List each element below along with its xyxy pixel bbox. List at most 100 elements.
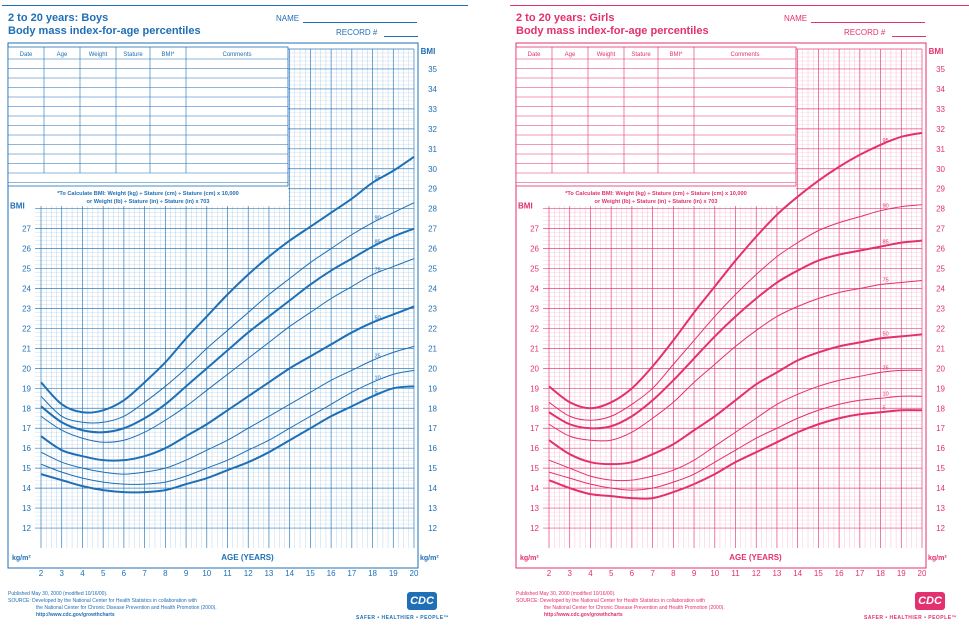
y-tick-label-right: 19	[936, 384, 945, 393]
y-tick-label-right: 29	[428, 185, 437, 194]
record-label: RECORD #	[844, 28, 886, 37]
x-tick-label: 15	[306, 569, 315, 578]
percentile-curve-85	[548, 239, 923, 430]
record-field-line	[384, 36, 418, 37]
chart-title: 2 to 20 years: Boys	[8, 12, 109, 24]
x-tick-label: 4	[80, 569, 85, 578]
y-tick-label-right: 16	[428, 444, 437, 453]
percentile-label-50: 50	[375, 315, 381, 321]
y-tick-label-right: 20	[428, 364, 437, 373]
y-tick-label-right: 32	[428, 125, 437, 134]
source-line-2: the National Center for Chronic Disease …	[36, 605, 217, 611]
x-tick-label: 4	[588, 569, 593, 578]
percentile-curve-10	[548, 395, 923, 491]
y-tick-label-right: 25	[936, 265, 945, 274]
x-tick-label: 6	[630, 569, 635, 578]
percentile-curve-75	[548, 280, 923, 442]
x-tick-label: 18	[368, 569, 377, 578]
cdc-logo: CDC	[915, 592, 945, 610]
y-tick-label-left: 25	[22, 265, 31, 274]
percentile-label-90: 90	[883, 204, 889, 210]
bmi-formula-line-1: *To Calculate BMI: Weight (kg) ÷ Stature…	[565, 191, 747, 197]
table-header: BMI*	[669, 52, 683, 58]
plot-frame	[515, 42, 927, 569]
top-rule	[510, 5, 969, 6]
percentile-label-90: 90	[375, 216, 381, 222]
percentile-curve-90	[40, 202, 415, 424]
published-note: Published May 30, 2000 (modified 10/16/0…	[8, 591, 108, 597]
x-tick-label: 12	[244, 569, 253, 578]
x-tick-label: 5	[609, 569, 614, 578]
y-tick-label-right: 19	[428, 384, 437, 393]
name-label: NAME	[784, 14, 808, 23]
y-tick-label-left: 16	[530, 444, 539, 453]
record-label: RECORD #	[336, 28, 378, 37]
percentile-curve-85	[40, 227, 415, 434]
percentile-label-95: 95	[375, 176, 381, 182]
x-tick-label: 2	[39, 569, 44, 578]
source-url: http://www.cdc.gov/growthcharts	[544, 612, 623, 618]
y-tick-label-right: 12	[428, 524, 437, 533]
chart-title: 2 to 20 years: Girls	[516, 12, 615, 24]
y-tick-label-left: 15	[22, 464, 31, 473]
y-tick-label-left: 19	[22, 384, 31, 393]
y-tick-label-left: 12	[22, 524, 31, 533]
y-tick-label-right: 23	[936, 304, 945, 313]
unit-label-left: kg/m²	[12, 555, 31, 562]
y-tick-label-left: 22	[530, 324, 539, 333]
y-tick-label-right: 24	[936, 285, 945, 294]
bmi-axis-label-left: BMI	[518, 202, 533, 211]
y-tick-label-left: 17	[22, 424, 31, 433]
y-tick-label-right: 26	[936, 245, 945, 254]
y-tick-label-left: 15	[530, 464, 539, 473]
x-tick-label: 17	[855, 569, 864, 578]
x-tick-label: 11	[731, 569, 740, 578]
y-tick-label-right: 34	[428, 85, 437, 94]
bmi-formula-line-2: or Weight (lb) ÷ Stature (in) ÷ Stature …	[87, 199, 210, 205]
boys-bmi-chart: Date Age Weight Stature BMI* Comments *To Calc…	[7, 42, 439, 578]
table-header: Comments	[222, 52, 251, 58]
data-table	[515, 46, 797, 187]
y-tick-label-right: 29	[936, 185, 945, 194]
source-line-2: the National Center for Chronic Disease …	[544, 605, 725, 611]
percentile-label-10: 10	[375, 375, 381, 381]
x-tick-label: 2	[547, 569, 552, 578]
y-tick-label-right: 23	[428, 304, 437, 313]
footer-source: Published May 30, 2000 (modified 10/16/0…	[8, 591, 217, 619]
percentile-curve-25	[548, 369, 923, 482]
percentile-label-25: 25	[883, 365, 889, 371]
y-tick-label-right: 13	[936, 504, 945, 513]
name-label: NAME	[276, 14, 300, 23]
y-tick-label-right: 18	[428, 404, 437, 413]
y-tick-label-right: 35	[936, 65, 945, 74]
name-field-line	[303, 22, 417, 23]
y-tick-label-right: 22	[428, 324, 437, 333]
x-tick-label: 8	[671, 569, 676, 578]
x-tick-label: 20	[918, 569, 927, 578]
name-field-line	[811, 22, 925, 23]
boys-chart-panel: 2 to 20 years: Boys Body mass index-for-…	[0, 0, 470, 627]
y-tick-label-right: 21	[428, 344, 437, 353]
percentile-label-85: 85	[375, 240, 381, 246]
table-header: Date	[528, 52, 541, 58]
percentile-label-75: 75	[883, 278, 889, 284]
bmi-formula-line-1: *To Calculate BMI: Weight (kg) ÷ Stature…	[57, 191, 239, 197]
percentile-label-85: 85	[883, 240, 889, 246]
y-tick-label-right: 17	[936, 424, 945, 433]
x-tick-label: 3	[567, 569, 572, 578]
x-tick-label: 14	[285, 569, 294, 578]
percentile-label-10: 10	[883, 391, 889, 397]
table-header: Age	[565, 52, 576, 58]
y-tick-label-right: 16	[936, 444, 945, 453]
source-url: http://www.cdc.gov/growthcharts	[36, 612, 115, 618]
x-tick-label: 16	[327, 569, 336, 578]
percentile-curve-95	[40, 155, 415, 414]
cdc-tagline: SAFER • HEALTHIER • PEOPLE™	[356, 615, 450, 621]
y-tick-label-right: 21	[936, 344, 945, 353]
y-tick-label-right: 26	[428, 245, 437, 254]
bmi-axis-label-left: BMI	[10, 202, 25, 211]
x-tick-label: 8	[163, 569, 168, 578]
percentile-curve-5	[40, 385, 415, 494]
table-header: Weight	[597, 52, 616, 58]
record-field-line	[892, 36, 926, 37]
